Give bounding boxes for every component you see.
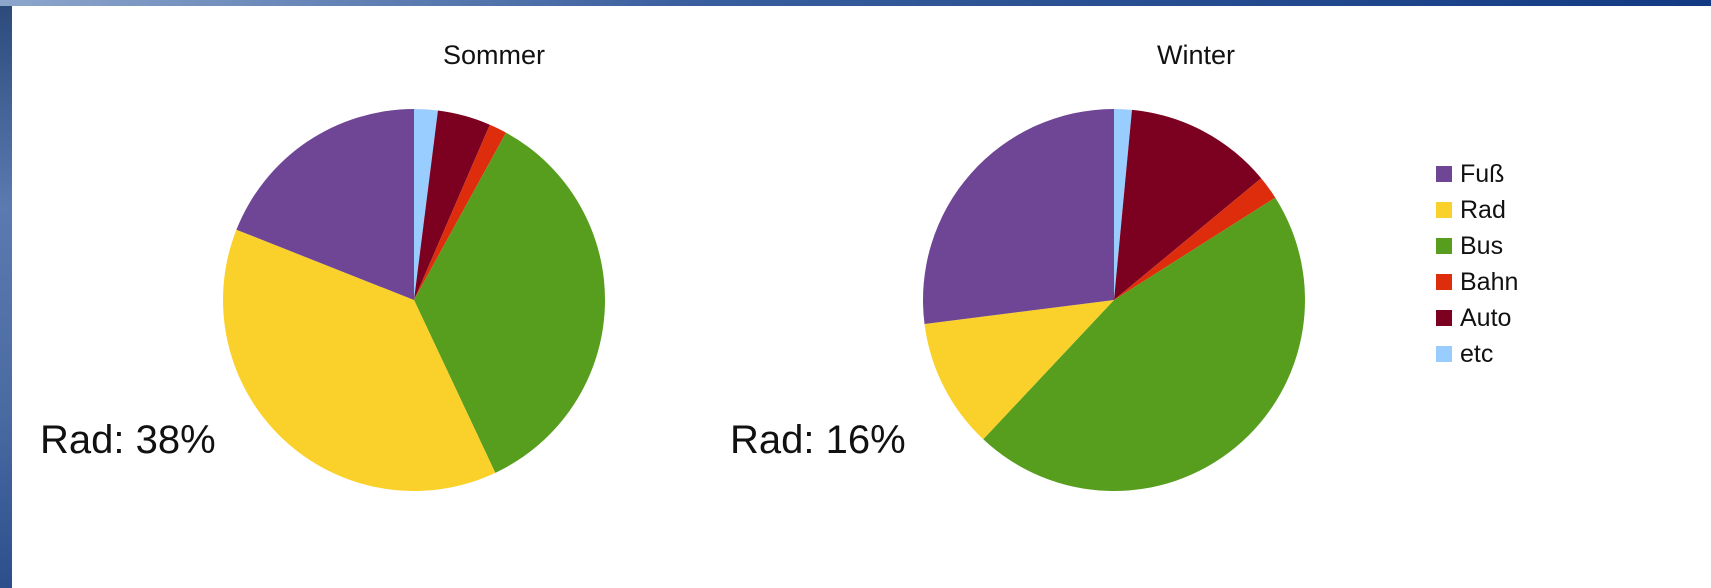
pie-slice-winter-auto (1114, 109, 1262, 301)
legend-swatch (1436, 346, 1452, 362)
pie-chart-winter (923, 109, 1305, 492)
pie-slice-winter-bus (983, 197, 1305, 492)
legend-item-fuß: Fuß (1436, 156, 1518, 192)
legend-swatch (1436, 274, 1452, 290)
legend-label: Bahn (1460, 267, 1519, 296)
legend-label: etc (1460, 339, 1494, 368)
legend-item-bahn: Bahn (1436, 264, 1518, 300)
chart-title-winter: Winter (1156, 40, 1235, 70)
pie-slice-sommer-fuß (236, 109, 414, 300)
pie-slice-sommer-bahn (414, 124, 507, 300)
annotation-winter: Rad: 16% (730, 418, 906, 462)
legend-swatch (1436, 202, 1452, 218)
legend-item-rad: Rad (1436, 192, 1518, 228)
legend-swatch (1436, 238, 1452, 254)
legend-item-etc: etc (1436, 336, 1518, 372)
pie-slice-winter-rad (924, 300, 1114, 440)
pie-slice-winter-etc (1114, 109, 1132, 300)
window-frame-top (0, 0, 1711, 6)
legend-label: Fuß (1460, 159, 1505, 188)
legend-item-bus: Bus (1436, 228, 1518, 264)
legend-label: Auto (1460, 303, 1512, 332)
pie-slice-sommer-etc (414, 109, 438, 300)
pie-slice-winter-bahn (1114, 178, 1276, 300)
legend-swatch (1436, 310, 1452, 326)
legend-swatch (1436, 166, 1452, 182)
legend-label: Rad (1460, 195, 1506, 224)
chart-title-sommer: Sommer (442, 40, 545, 70)
pie-slice-sommer-bus (414, 132, 605, 473)
pie-slice-sommer-rad (222, 229, 496, 492)
pie-chart-sommer (222, 109, 605, 492)
annotation-sommer: Rad: 38% (40, 418, 216, 462)
pie-slice-winter-fuß (923, 109, 1114, 324)
legend: Fuß Rad Bus Bahn Auto etc (1436, 156, 1518, 372)
legend-label: Bus (1460, 231, 1504, 260)
legend-item-auto: Auto (1436, 300, 1518, 336)
pie-slice-sommer-auto (414, 110, 490, 300)
